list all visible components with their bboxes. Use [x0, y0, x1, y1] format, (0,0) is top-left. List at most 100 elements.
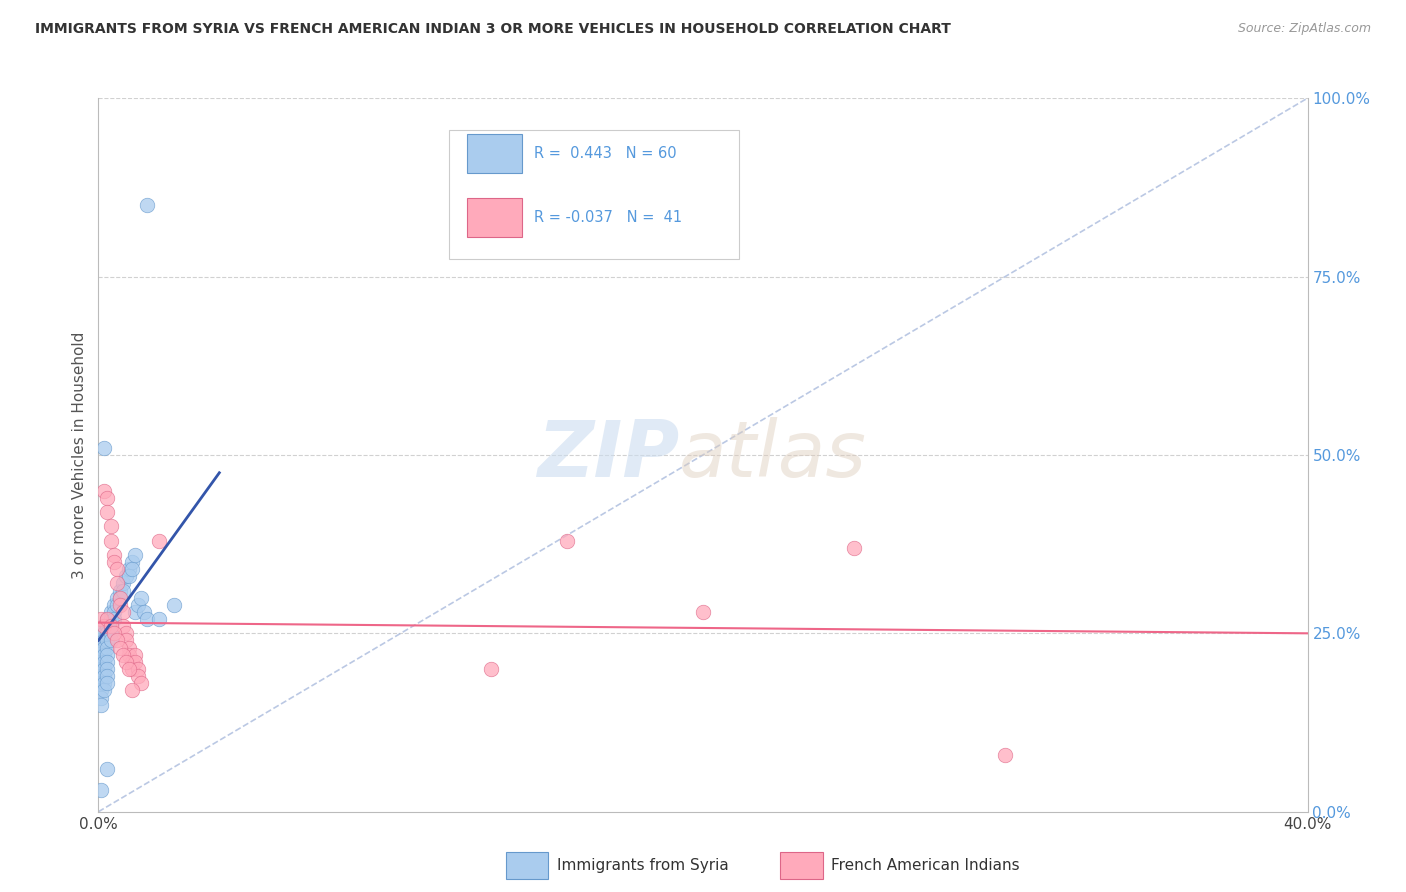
Point	[121, 662, 143, 676]
Point	[124, 655, 146, 669]
Point	[96, 612, 118, 626]
Text: Source: ZipAtlas.com: Source: ZipAtlas.com	[1237, 22, 1371, 36]
Point	[93, 640, 115, 655]
Bar	[467, 198, 522, 237]
Point	[90, 640, 112, 655]
Point	[132, 605, 155, 619]
Point	[108, 640, 131, 655]
Point	[96, 662, 118, 676]
Point	[100, 619, 122, 633]
Point	[148, 612, 170, 626]
Point	[105, 562, 128, 576]
Point	[135, 612, 157, 626]
Point	[121, 555, 143, 569]
Point	[844, 541, 866, 555]
Point	[121, 562, 143, 576]
Point	[481, 662, 503, 676]
Point	[100, 612, 122, 626]
Point	[108, 583, 131, 598]
Point	[994, 747, 1017, 762]
Point	[93, 619, 115, 633]
FancyBboxPatch shape	[449, 130, 740, 259]
Point	[118, 569, 141, 583]
Point	[127, 598, 149, 612]
Point	[93, 633, 115, 648]
Text: R =  0.443   N = 60: R = 0.443 N = 60	[534, 146, 676, 161]
Point	[124, 648, 146, 662]
Point	[103, 605, 125, 619]
Bar	[467, 134, 522, 173]
Point	[111, 605, 134, 619]
Point	[90, 698, 112, 712]
Point	[96, 626, 118, 640]
Point	[118, 662, 141, 676]
Point	[103, 548, 125, 562]
Point	[111, 619, 134, 633]
Text: atlas: atlas	[679, 417, 866, 493]
Point	[129, 591, 152, 605]
Point	[90, 690, 112, 705]
Point	[96, 612, 118, 626]
Point	[90, 662, 112, 676]
Point	[96, 619, 118, 633]
Point	[108, 591, 131, 605]
Point	[114, 633, 136, 648]
Point	[111, 576, 134, 591]
Point	[111, 583, 134, 598]
Point	[103, 612, 125, 626]
Point	[121, 683, 143, 698]
Point	[100, 619, 122, 633]
Point	[93, 669, 115, 683]
Point	[96, 648, 118, 662]
Point	[135, 198, 157, 212]
Point	[90, 648, 112, 662]
Point	[100, 605, 122, 619]
Point	[96, 491, 118, 505]
Point	[108, 598, 131, 612]
Point	[96, 633, 118, 648]
Point	[124, 548, 146, 562]
Point	[100, 533, 122, 548]
Point	[692, 605, 714, 619]
Point	[93, 676, 115, 690]
Point	[124, 605, 146, 619]
Point	[121, 655, 143, 669]
Y-axis label: 3 or more Vehicles in Household: 3 or more Vehicles in Household	[72, 331, 87, 579]
Point	[108, 591, 131, 605]
Point	[129, 676, 152, 690]
Point	[93, 648, 115, 662]
Point	[100, 633, 122, 648]
Point	[114, 655, 136, 669]
Point	[96, 676, 118, 690]
Text: R = -0.037   N =  41: R = -0.037 N = 41	[534, 211, 682, 225]
Point	[105, 591, 128, 605]
Text: ZIP: ZIP	[537, 417, 679, 493]
Point	[93, 619, 115, 633]
Point	[90, 655, 112, 669]
Point	[93, 683, 115, 698]
Point	[96, 640, 118, 655]
Point	[118, 640, 141, 655]
Text: IMMIGRANTS FROM SYRIA VS FRENCH AMERICAN INDIAN 3 OR MORE VEHICLES IN HOUSEHOLD : IMMIGRANTS FROM SYRIA VS FRENCH AMERICAN…	[35, 22, 950, 37]
Point	[163, 598, 186, 612]
Point	[114, 569, 136, 583]
Text: French American Indians: French American Indians	[831, 858, 1019, 872]
Point	[90, 633, 112, 648]
Point	[103, 598, 125, 612]
Point	[96, 505, 118, 519]
Point	[127, 662, 149, 676]
Point	[118, 648, 141, 662]
Point	[103, 626, 125, 640]
Point	[93, 662, 115, 676]
Point	[555, 533, 578, 548]
Point	[105, 633, 128, 648]
Point	[118, 562, 141, 576]
Point	[100, 519, 122, 533]
Point	[96, 669, 118, 683]
Point	[90, 669, 112, 683]
Text: Immigrants from Syria: Immigrants from Syria	[557, 858, 728, 872]
Point	[105, 576, 128, 591]
Point	[105, 598, 128, 612]
Point	[114, 626, 136, 640]
Point	[111, 648, 134, 662]
